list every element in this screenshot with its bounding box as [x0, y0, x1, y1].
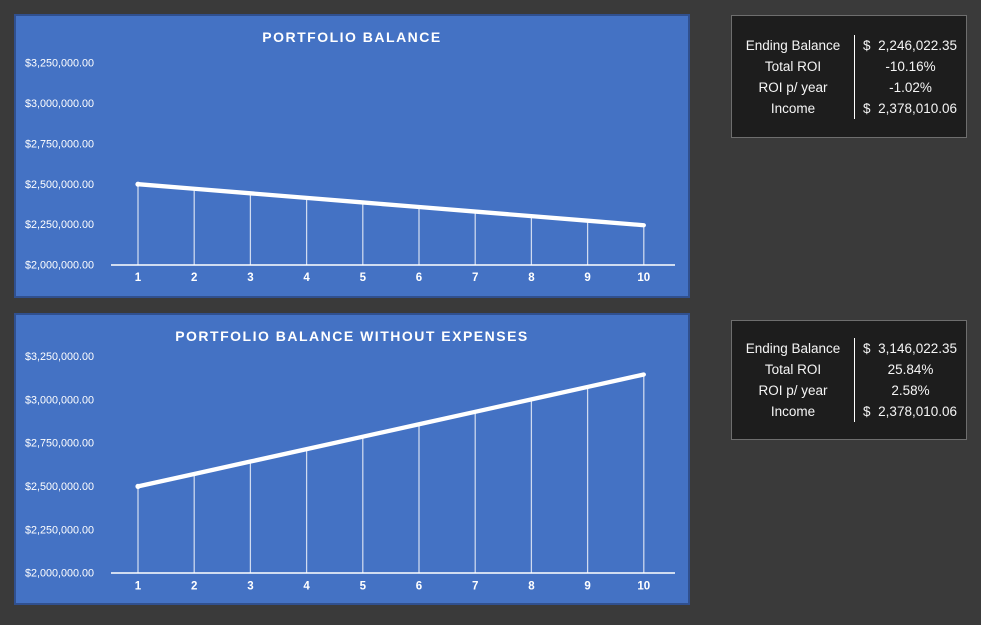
stats-row: Ending Balance $2,246,022.35	[732, 34, 966, 56]
stats-value: -10.16%	[854, 55, 966, 77]
chart-title: PORTFOLIO BALANCE	[262, 29, 442, 45]
stats-panel-portfolio-balance-without-expenses[interactable]: Ending Balance $3,146,022.35 Total ROI 25.8…	[731, 320, 967, 440]
drop-lines	[137, 374, 645, 573]
currency-amount: 2,378,010.06	[878, 404, 957, 419]
stats-value: $2,246,022.35	[854, 34, 966, 56]
x-axis-tick-label: 4	[303, 272, 310, 284]
y-axis-tick-label: $2,000,000.00	[25, 260, 94, 272]
stats-value: -1.02%	[854, 76, 966, 98]
stats-label: Income	[770, 404, 816, 419]
y-axis-tick-label: $3,250,000.00	[25, 351, 94, 363]
y-axis-tick-label: $2,250,000.00	[25, 524, 94, 536]
y-axis-labels: $3,250,000.00 $3,000,000.00 $2,750,000.00 $…	[25, 351, 94, 579]
series-line	[135, 372, 646, 489]
stats-panel-portfolio-balance[interactable]: Ending Balance $2,246,022.35 Total ROI -10.…	[731, 15, 967, 138]
stats-value: $3,146,022.35	[854, 338, 966, 359]
stats-label: Total ROI	[764, 58, 822, 74]
y-axis-tick-label: $3,250,000.00	[25, 58, 94, 70]
stats-value: $2,378,010.06	[854, 97, 966, 119]
y-axis-labels: $3,250,000.00 $3,000,000.00 $2,750,000.00 $…	[25, 58, 94, 272]
x-axis-tick-label: 7	[472, 581, 478, 593]
stats-label: ROI p/ year	[758, 79, 828, 95]
y-axis-tick-label: $2,750,000.00	[25, 138, 94, 150]
stats-row: Income $2,378,010.06	[732, 401, 966, 422]
x-axis-tick-label: 9	[584, 272, 590, 284]
x-axis-tick-label: 6	[416, 581, 422, 593]
x-axis-tick-label: 1	[135, 272, 142, 284]
y-axis-tick-label: $2,000,000.00	[25, 568, 94, 580]
currency-symbol: $	[863, 37, 871, 53]
chart-title: PORTFOLIO BALANCE WITHOUT EXPENSES	[175, 328, 529, 344]
chart-portfolio-balance-without-expenses[interactable]: $3,250,000.00 $3,000,000.00 $2,750,000.00 $…	[14, 313, 690, 605]
x-axis-tick-label: 5	[360, 581, 367, 593]
stats-row: ROI p/ year 2.58%	[732, 380, 966, 401]
stats-label: Ending Balance	[745, 341, 841, 356]
chart-portfolio-balance[interactable]: $3,250,000.00 $3,000,000.00 $2,750,000.00 $…	[14, 14, 690, 298]
x-axis-tick-label: 10	[637, 272, 650, 284]
currency-amount: 2,246,022.35	[878, 37, 957, 53]
drop-lines	[137, 184, 645, 265]
y-axis-tick-label: $2,500,000.00	[25, 179, 94, 191]
y-axis-tick-label: $2,500,000.00	[25, 481, 94, 493]
x-axis-labels: 1 2 3 4 5 6 7 8 9 10	[135, 581, 650, 593]
series-line	[135, 182, 646, 228]
y-axis-tick-label: $2,250,000.00	[25, 219, 94, 231]
stats-label: ROI p/ year	[758, 383, 828, 398]
series-start-marker	[135, 181, 141, 187]
stats-row: Income $2,378,010.06	[732, 97, 966, 119]
chart-plot-area: $3,250,000.00 $3,000,000.00 $2,750,000.00 $…	[25, 58, 675, 284]
x-axis-tick-label: 1	[135, 581, 142, 593]
currency-amount: 2,378,010.06	[878, 100, 957, 116]
x-axis-tick-label: 7	[472, 272, 478, 284]
y-axis-tick-label: $3,000,000.00	[25, 98, 94, 110]
stats-value: $2,378,010.06	[854, 401, 966, 422]
currency-symbol: $	[863, 100, 871, 116]
x-axis-labels: 1 2 3 4 5 6 7 8 9 10	[135, 272, 650, 284]
currency-amount: 3,146,022.35	[878, 341, 957, 356]
stats-label: Ending Balance	[745, 37, 841, 53]
x-axis-tick-label: 2	[191, 581, 197, 593]
x-axis-tick-label: 5	[360, 272, 367, 284]
series-start-marker	[135, 483, 141, 489]
stats-value: 2.58%	[854, 380, 966, 401]
stats-row: Ending Balance $3,146,022.35	[732, 338, 966, 359]
stats-row: Total ROI -10.16%	[732, 55, 966, 77]
y-axis-tick-label: $2,750,000.00	[25, 438, 94, 450]
x-axis-tick-label: 3	[247, 272, 253, 284]
x-axis-tick-label: 10	[637, 581, 650, 593]
x-axis-tick-label: 3	[247, 581, 253, 593]
x-axis-tick-label: 9	[584, 581, 590, 593]
stats-row: Total ROI 25.84%	[732, 359, 966, 380]
currency-symbol: $	[863, 341, 871, 356]
x-axis-tick-label: 8	[528, 581, 535, 593]
chart-plot-area: $3,250,000.00 $3,000,000.00 $2,750,000.00 $…	[25, 351, 675, 593]
stats-value: 25.84%	[854, 359, 966, 380]
stats-label: Income	[770, 100, 816, 116]
x-axis-tick-label: 4	[303, 581, 310, 593]
x-axis-tick-label: 6	[416, 272, 422, 284]
x-axis-tick-label: 2	[191, 272, 197, 284]
stats-label: Total ROI	[764, 362, 822, 377]
y-axis-tick-label: $3,000,000.00	[25, 394, 94, 406]
stats-row: ROI p/ year -1.02%	[732, 76, 966, 98]
currency-symbol: $	[863, 404, 871, 419]
x-axis-tick-label: 8	[528, 272, 535, 284]
